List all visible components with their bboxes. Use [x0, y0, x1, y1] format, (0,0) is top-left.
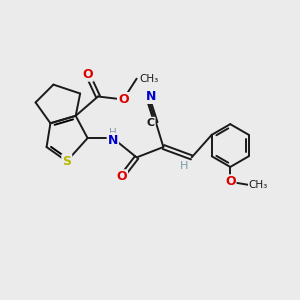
Text: O: O: [225, 175, 236, 188]
Text: CH₃: CH₃: [140, 74, 159, 84]
Text: O: O: [82, 68, 93, 81]
Text: H: H: [109, 128, 117, 138]
Text: N: N: [108, 134, 118, 147]
Text: C: C: [146, 118, 155, 128]
Text: S: S: [62, 155, 71, 168]
Text: O: O: [118, 93, 129, 106]
Text: CH₃: CH₃: [249, 180, 268, 190]
Text: N: N: [146, 90, 157, 103]
Text: H: H: [180, 161, 188, 171]
Text: O: O: [116, 170, 127, 183]
